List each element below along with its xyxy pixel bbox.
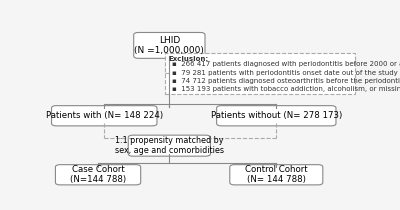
Text: Case Cohort
(N=144 788): Case Cohort (N=144 788) (70, 165, 126, 184)
Text: Exclusion:: Exclusion: (169, 56, 209, 62)
FancyBboxPatch shape (217, 106, 336, 126)
Text: LHID
(N =1,000,000): LHID (N =1,000,000) (134, 36, 204, 55)
Text: 1:1 propensity matched by
sex, age and comorbidities: 1:1 propensity matched by sex, age and c… (115, 136, 224, 155)
Text: Patients without (N= 278 173): Patients without (N= 278 173) (211, 111, 342, 120)
Text: ▪  266 417 patients diagnosed with periodontitis before 2000 or after 2012: ▪ 266 417 patients diagnosed with period… (172, 61, 400, 67)
Text: Patients with (N= 148 224): Patients with (N= 148 224) (46, 111, 163, 120)
FancyBboxPatch shape (128, 135, 210, 156)
Text: ▪  79 281 patients with periodontitis onset date out of the study period: ▪ 79 281 patients with periodontitis ons… (172, 70, 400, 76)
FancyBboxPatch shape (134, 33, 205, 58)
Text: ▪  74 712 patients diagnosed osteoarthritis before the periodontitis onset date: ▪ 74 712 patients diagnosed osteoarthrit… (172, 78, 400, 84)
FancyBboxPatch shape (56, 165, 141, 185)
FancyBboxPatch shape (52, 106, 157, 126)
FancyBboxPatch shape (230, 165, 323, 185)
FancyBboxPatch shape (165, 53, 355, 94)
Text: ▪  153 193 patients with tobacco addiction, alcoholism, or missing data: ▪ 153 193 patients with tobacco addictio… (172, 86, 400, 92)
Text: Control Cohort
(N= 144 788): Control Cohort (N= 144 788) (245, 165, 308, 184)
